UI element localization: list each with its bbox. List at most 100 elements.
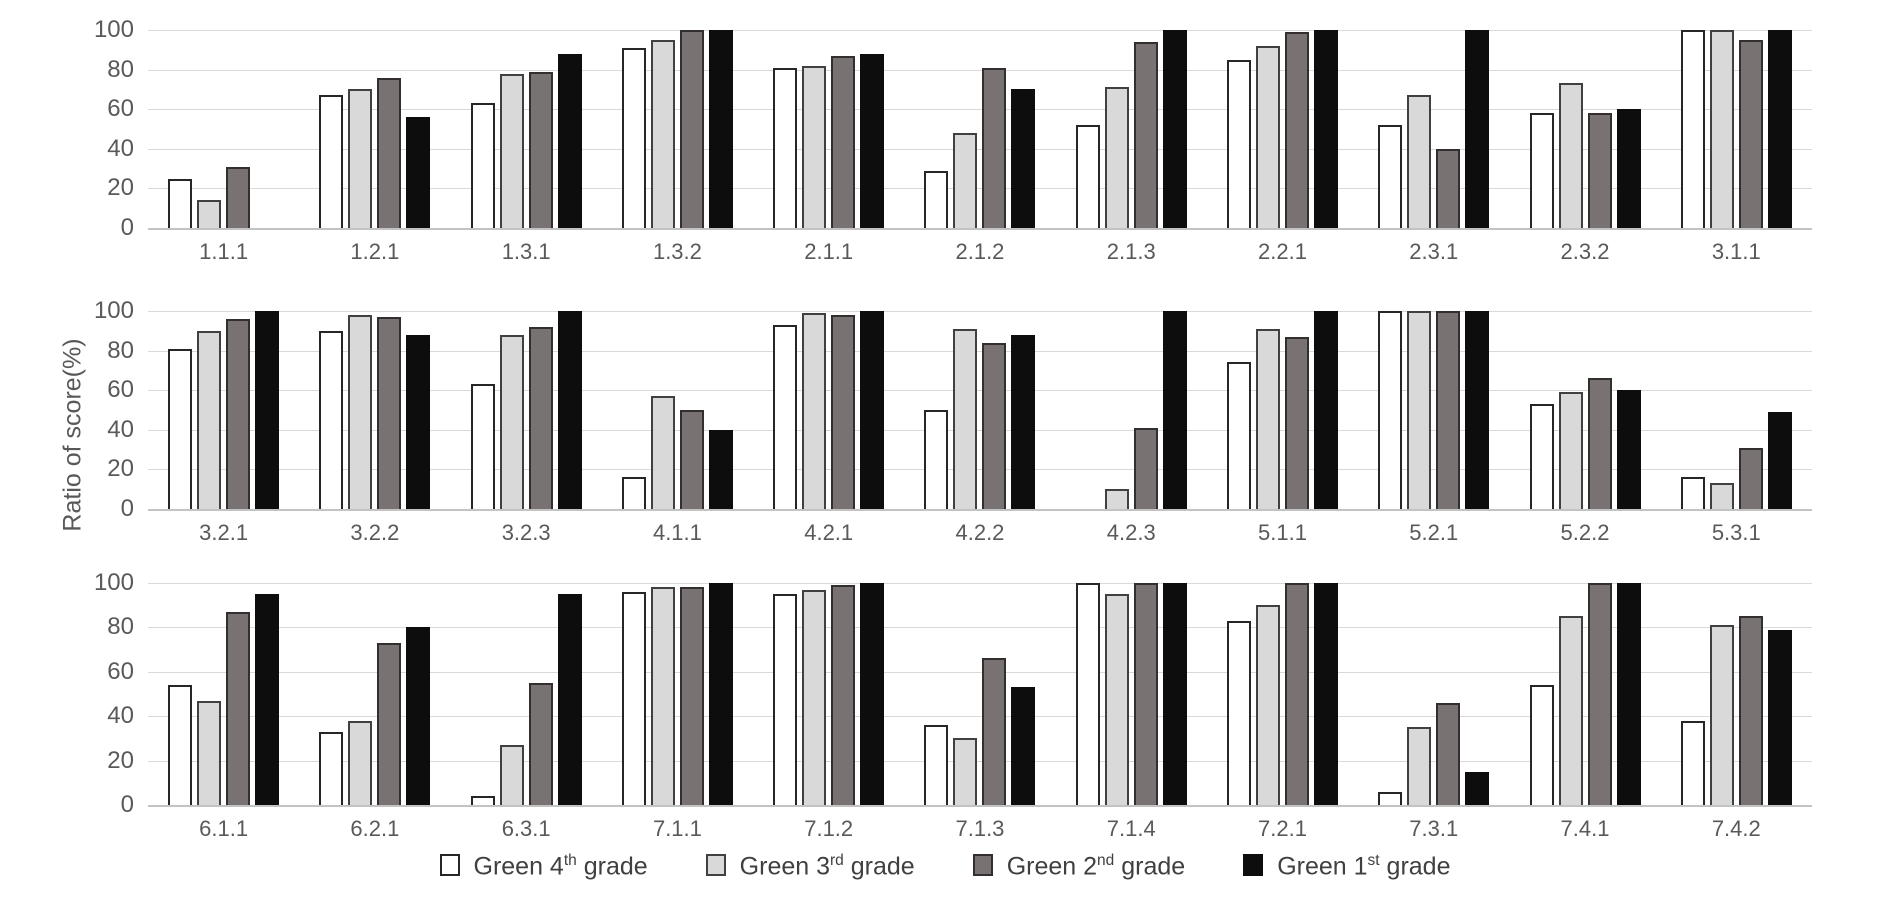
gridline [148, 30, 1812, 31]
bar-green-3rd-grade [499, 745, 524, 805]
bar-green-4th-grade [1680, 477, 1705, 509]
x-tick-label: 6.2.1 [350, 816, 400, 841]
x-tick-label: 3.2.2 [350, 520, 400, 545]
legend-label: Green 2nd grade [1006, 852, 1186, 881]
category-group-7.4.1 [1509, 583, 1660, 805]
legend-label: Green 3rd grade [739, 852, 915, 881]
x-tick-label: 2.1.2 [955, 239, 1005, 264]
category-group-3.2.3 [451, 311, 602, 509]
y-tick-label: 0 [120, 214, 134, 241]
bar-green-2nd-grade [982, 658, 1007, 805]
bar-green-4th-grade [168, 348, 193, 509]
category-group-2.1.3 [1056, 30, 1207, 228]
bar-green-4th-grade [319, 731, 344, 805]
x-axis-labels: 3.2.1 3.2.2 3.2.3 4.1.1 4.2.1 4.2.2 4.2.3 5.1.1… [148, 511, 1812, 546]
gridline [148, 390, 1812, 392]
bar-green-1st-grade [1313, 311, 1338, 509]
bar-chart-row-2: 0 20 40 60 80 100 3.2.1 3.2.2 3.2.3 4.1.1 4.2.1 4.… [94, 297, 1812, 546]
legend-label: Green 4th grade [473, 852, 648, 881]
legend-swatch-icon [1243, 854, 1264, 876]
bar-green-2nd-grade [226, 318, 251, 509]
x-tick-label: 2.3.1 [1409, 239, 1459, 264]
x-tick-label: 2.2.1 [1258, 239, 1307, 264]
x-tick-label: 5.2.1 [1409, 520, 1459, 545]
category-group-5.2.2 [1509, 313, 1660, 509]
bar-green-1st-grade [1616, 390, 1641, 509]
bar-green-2nd-grade [679, 410, 704, 509]
category-group-4.1.1 [602, 313, 753, 509]
y-tick-label: 100 [93, 297, 134, 324]
x-tick-label: 1.1.1 [199, 239, 249, 264]
bar-green-4th-grade [621, 47, 646, 228]
bar-green-2nd-grade [226, 166, 251, 228]
x-tick-label: 7.1.2 [804, 816, 854, 841]
bar-green-3rd-grade [197, 330, 222, 509]
y-tick-label: 60 [107, 95, 134, 123]
legend-swatch-icon [972, 854, 993, 876]
legend-item: Green 2nd grade [972, 852, 1186, 881]
category-group-7.3.1 [1358, 585, 1509, 805]
gridline [148, 469, 1812, 471]
bar-green-1st-grade [1465, 311, 1490, 509]
category-group-3.2.1 [148, 311, 299, 509]
bar-chart-row-3: 0 20 40 60 80 100 6.1.1 6.2.1 6.3.1 7.1.1 7.1.2 7.… [94, 569, 1812, 842]
x-tick-label: 1.3.2 [652, 239, 702, 264]
bar-green-4th-grade [168, 685, 193, 805]
bar-green-1st-grade [557, 53, 582, 228]
gridline [148, 109, 1812, 111]
bar-green-1st-grade [1162, 30, 1187, 228]
bar-green-1st-grade [1465, 30, 1490, 228]
x-tick-label: 4.2.1 [804, 520, 854, 545]
legend-swatch-icon [705, 854, 726, 876]
x-tick-label: 5.2.2 [1560, 520, 1610, 545]
bar-green-3rd-grade [1104, 87, 1129, 228]
bar-green-4th-grade [319, 95, 344, 228]
bar-green-1st-grade [860, 53, 885, 228]
bar-green-4th-grade [924, 410, 949, 509]
bar-green-1st-grade [406, 117, 431, 228]
x-tick-label: 7.1.4 [1106, 816, 1156, 841]
category-group-4.2.1 [753, 311, 904, 509]
bar-green-2nd-grade [528, 71, 553, 228]
bar-groups [148, 30, 1812, 228]
bar-green-2nd-grade [1436, 311, 1461, 509]
bar-green-1st-grade [406, 627, 431, 805]
bar-green-3rd-grade [953, 132, 978, 228]
bar-green-3rd-grade [1407, 727, 1432, 805]
x-tick-label: 7.4.1 [1560, 816, 1610, 841]
bar-green-4th-grade [621, 477, 646, 509]
bar-green-4th-grade [1075, 125, 1100, 228]
bar-green-2nd-grade [1133, 41, 1158, 228]
legend-item: Green 3rd grade [705, 852, 915, 881]
category-group-7.2.1 [1207, 583, 1358, 805]
bar-green-3rd-grade [1558, 83, 1583, 228]
bar-green-3rd-grade [1104, 489, 1129, 509]
bar-green-3rd-grade [1709, 625, 1734, 805]
bar-green-3rd-grade [499, 334, 524, 509]
x-tick-label: 7.2.1 [1258, 816, 1307, 841]
legend-item: Green 1st grade [1243, 852, 1450, 881]
bar-green-1st-grade [1465, 771, 1490, 805]
x-tick-label: 3.2.3 [501, 520, 551, 545]
bar-green-1st-grade [557, 311, 582, 509]
x-tick-label: 7.1.1 [652, 816, 702, 841]
category-group-1.1.1 [148, 32, 299, 228]
y-tick-label: 40 [107, 702, 134, 730]
category-group-6.3.1 [451, 585, 602, 805]
x-tick-label: 7.1.3 [955, 816, 1005, 841]
category-group-6.2.1 [299, 585, 450, 805]
legend-swatch-icon [439, 854, 460, 876]
bar-green-1st-grade [1616, 109, 1641, 228]
bar-green-3rd-grade [499, 73, 524, 228]
bar-green-2nd-grade [679, 30, 704, 228]
bar-green-4th-grade [773, 324, 798, 509]
bar-green-4th-grade [924, 725, 949, 805]
bar-green-3rd-grade [953, 738, 978, 805]
bar-green-2nd-grade [1738, 39, 1763, 228]
category-group-2.1.1 [753, 32, 904, 228]
bar-green-1st-grade [708, 30, 733, 228]
category-group-7.4.2 [1661, 585, 1812, 805]
bar-green-4th-grade [1226, 362, 1251, 509]
category-group-5.3.1 [1661, 313, 1812, 509]
